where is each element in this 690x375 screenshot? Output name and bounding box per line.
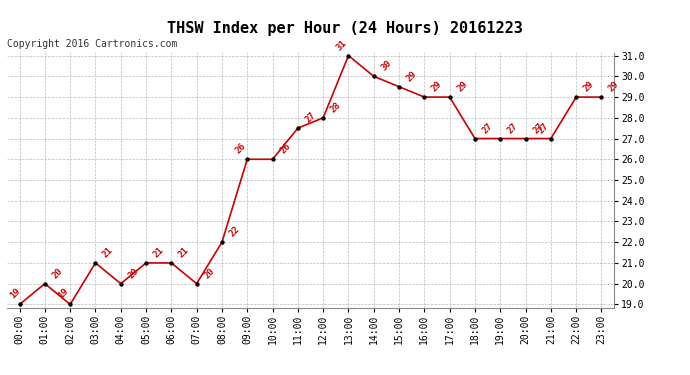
Text: 19: 19 [8, 287, 22, 301]
Point [368, 74, 380, 80]
Text: 29: 29 [607, 80, 621, 93]
Point [343, 53, 354, 58]
Point [65, 302, 76, 307]
Text: 29: 29 [455, 80, 469, 93]
Point [545, 135, 556, 141]
Text: 21: 21 [177, 245, 191, 260]
Text: 21: 21 [152, 245, 166, 260]
Point [14, 302, 25, 307]
Text: 27: 27 [506, 121, 520, 135]
Point [267, 156, 278, 162]
Text: 21: 21 [101, 245, 115, 260]
Text: 29: 29 [582, 80, 595, 93]
Point [293, 125, 304, 131]
Point [469, 135, 480, 141]
Point [191, 280, 202, 286]
Text: 26: 26 [278, 142, 292, 156]
Point [393, 84, 404, 90]
Point [217, 239, 228, 245]
Text: THSW Index per Hour (24 Hours) 20161223: THSW Index per Hour (24 Hours) 20161223 [167, 21, 523, 36]
Text: 19: 19 [57, 287, 70, 301]
Text: 29: 29 [404, 69, 419, 83]
Text: 20: 20 [202, 266, 216, 280]
Point [90, 260, 101, 266]
Point [166, 260, 177, 266]
Text: 27: 27 [537, 121, 551, 135]
Point [444, 94, 455, 100]
Text: 29: 29 [430, 80, 444, 93]
Text: THSW  (°F): THSW (°F) [559, 32, 618, 42]
Text: Copyright 2016 Cartronics.com: Copyright 2016 Cartronics.com [7, 39, 177, 50]
Text: 27: 27 [480, 121, 495, 135]
Point [571, 94, 582, 100]
Point [241, 156, 253, 162]
Point [39, 280, 50, 286]
Point [520, 135, 531, 141]
Text: 30: 30 [380, 59, 393, 73]
Text: 20: 20 [126, 266, 140, 280]
Point [596, 94, 607, 100]
Text: 31: 31 [335, 38, 348, 52]
Text: 22: 22 [228, 225, 242, 238]
Point [495, 135, 506, 141]
Text: 27: 27 [304, 111, 317, 125]
Point [317, 115, 328, 121]
Point [141, 260, 152, 266]
Text: 20: 20 [50, 266, 64, 280]
Point [115, 280, 126, 286]
Text: 26: 26 [233, 142, 247, 156]
Text: 27: 27 [531, 121, 545, 135]
Text: 28: 28 [328, 100, 343, 114]
Point [419, 94, 430, 100]
